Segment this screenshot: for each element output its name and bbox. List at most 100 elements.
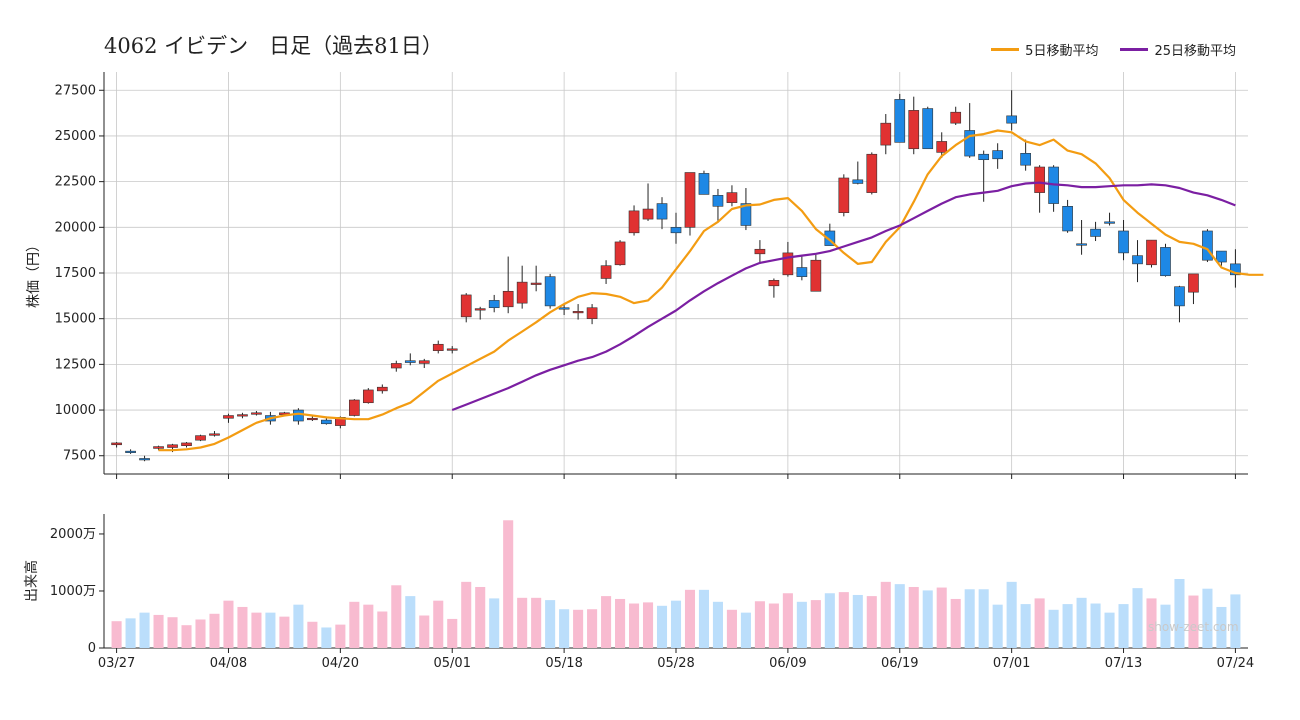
volume-bar: [894, 584, 905, 648]
candle-body: [125, 450, 136, 453]
candle-body: [223, 415, 234, 419]
candle-body: [516, 281, 528, 304]
volume-bar: [642, 602, 654, 648]
volume-bar: [950, 598, 961, 648]
volume-bar: [517, 597, 528, 648]
candle-body: [1076, 243, 1087, 246]
volume-ylabel: 出来高: [23, 560, 40, 602]
volume-bar: [922, 590, 933, 648]
volume-bar: [1048, 609, 1059, 648]
candle-body: [572, 311, 584, 314]
volume-bar: [964, 589, 975, 648]
candle-body: [153, 446, 164, 449]
volume-bar: [1104, 612, 1115, 648]
volume-bar: [559, 609, 570, 648]
volume-bar: [391, 585, 402, 648]
volume-bar: [573, 609, 584, 648]
volume-bar: [1132, 588, 1143, 648]
volume-xtick-label: 05/18: [545, 656, 582, 671]
volume-bar: [908, 586, 919, 648]
candle-body: [544, 276, 556, 307]
volume-xtick-label: 07/01: [993, 656, 1030, 671]
volume-bar: [684, 589, 696, 648]
legend-label-ma5: 5日移動平均: [1025, 44, 1099, 59]
candle-body: [1202, 230, 1213, 261]
volume-bar: [433, 600, 444, 648]
candle-body: [838, 177, 850, 213]
volume-bar: [265, 612, 276, 648]
volume-bar: [279, 616, 290, 648]
volume-bar: [237, 606, 248, 648]
candle-body: [978, 153, 990, 161]
candle-body: [307, 417, 318, 421]
volume-xtick-label: 05/01: [434, 656, 471, 671]
volume-bar: [405, 596, 416, 648]
volume-bar: [1020, 604, 1031, 648]
volume-bar: [1034, 598, 1045, 648]
volume-bar: [377, 611, 388, 648]
price-ytick-label: 10000: [55, 403, 96, 418]
candle-body: [642, 208, 654, 220]
candle-body: [488, 300, 500, 309]
volume-bar: [363, 604, 374, 648]
candle-body: [195, 435, 206, 441]
volume-xtick-label: 05/28: [657, 656, 694, 671]
volume-bar: [335, 624, 346, 648]
volume-bar: [768, 603, 779, 648]
volume-bar: [936, 587, 947, 648]
volume-xtick-label: 07/13: [1105, 656, 1142, 671]
volume-bar: [209, 613, 220, 648]
ma25-line: [451, 181, 1236, 412]
price-ytick-label: 20000: [55, 220, 96, 235]
candle-body: [852, 179, 864, 184]
legend-swatch-ma25: [1120, 48, 1149, 51]
candle-body: [796, 267, 808, 277]
volume-bar: [167, 617, 178, 648]
volume-bar: [852, 594, 863, 648]
volume-bar: [796, 601, 807, 648]
candle-body: [1020, 153, 1031, 166]
candle-body: [922, 108, 934, 150]
candle-body: [1006, 115, 1017, 124]
candle-body: [600, 265, 612, 279]
price-ytick-label: 7500: [63, 449, 96, 464]
candle-body: [992, 150, 1003, 160]
candle-body: [474, 308, 486, 311]
price-ylabel: 株価（円）: [26, 238, 42, 308]
price-ytick-label: 12500: [55, 357, 96, 372]
candle-body: [726, 192, 738, 203]
volume-bar: [740, 612, 751, 648]
volume-bar: [992, 604, 1003, 648]
volume-bar: [1160, 604, 1171, 648]
candle-body: [1160, 247, 1171, 277]
candle-body: [614, 241, 626, 266]
volume-bar: [349, 601, 360, 648]
volume-bar: [587, 609, 598, 648]
candle-body: [754, 248, 766, 255]
candle-body: [349, 399, 360, 416]
volume-bar: [866, 596, 877, 648]
candle-body: [293, 409, 304, 422]
volume-bar: [251, 612, 262, 648]
volume-bar: [545, 600, 556, 648]
candle-body: [1034, 166, 1045, 193]
legend-label-ma25: 25日移動平均: [1154, 44, 1236, 59]
candle-body: [936, 141, 948, 153]
volume-xtick-label: 07/24: [1217, 656, 1254, 671]
candle-body: [880, 122, 892, 146]
volume-bar: [782, 593, 793, 648]
volume-bar: [880, 581, 891, 648]
candle-body: [1230, 263, 1241, 276]
volume-bar: [293, 604, 304, 648]
candle-body: [782, 252, 794, 276]
volume-bar: [1006, 581, 1017, 648]
volume-bar: [489, 598, 500, 648]
volume-bar: [698, 589, 710, 648]
candle-body: [251, 412, 262, 415]
candle-body: [950, 111, 962, 124]
chart-title: 4062 イビデン 日足（過去81日）: [104, 34, 443, 58]
candle-body: [502, 290, 514, 308]
volume-xtick-label: 03/27: [98, 656, 135, 671]
ma5-line: [158, 129, 1264, 452]
volume-bar: [629, 603, 640, 648]
